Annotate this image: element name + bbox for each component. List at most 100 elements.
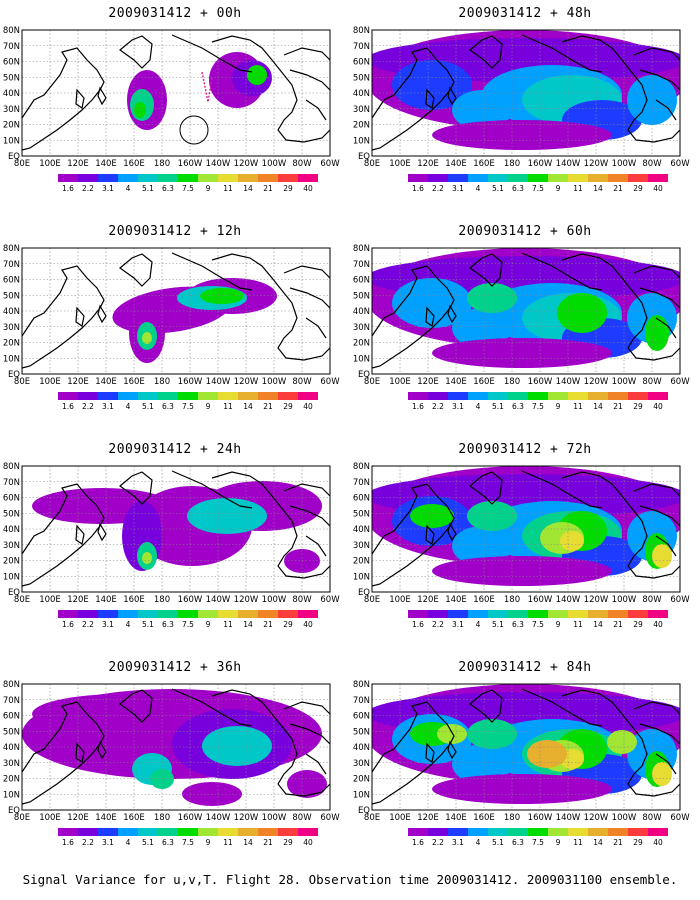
colorbar-label: 3.1 bbox=[102, 620, 114, 629]
colorbar-swatch bbox=[78, 828, 98, 836]
colorbar-swatch bbox=[218, 828, 238, 836]
lat-label: 50N bbox=[353, 73, 370, 83]
lon-label: 120E bbox=[417, 377, 439, 387]
coastline bbox=[289, 723, 331, 745]
colorbar-label: 5.1 bbox=[142, 402, 154, 411]
colorbar-label: 14 bbox=[243, 620, 253, 629]
colorbar-label: 9 bbox=[556, 838, 561, 847]
lat-label: 70N bbox=[3, 696, 20, 706]
variance-blob bbox=[392, 60, 472, 110]
colorbar-label: 21 bbox=[263, 838, 273, 847]
colorbar-label: 5.1 bbox=[142, 838, 154, 847]
coastline bbox=[447, 86, 457, 106]
lon-label: 80W bbox=[292, 159, 312, 169]
lat-label: 10N bbox=[3, 354, 20, 364]
colorbar-label: 1.6 bbox=[412, 402, 424, 411]
coastline bbox=[97, 304, 107, 324]
colorbar-swatch bbox=[178, 828, 198, 836]
lon-label: 60W bbox=[670, 595, 690, 605]
colorbar-swatch bbox=[118, 828, 138, 836]
lat-label: 70N bbox=[353, 42, 370, 52]
lon-label: 100W bbox=[262, 377, 287, 387]
lat-label: 20N bbox=[3, 557, 20, 567]
colorbar-swatch bbox=[138, 828, 158, 836]
lat-label: 80N bbox=[353, 26, 370, 36]
map-panel-6: 2009031412 + 36h 80N 70N 60N 50N 40N 30N 20N 10N… bbox=[0, 654, 350, 872]
lon-label: 160E bbox=[123, 159, 145, 169]
lon-label: 120W bbox=[234, 595, 259, 605]
colorbar-swatch bbox=[158, 610, 178, 618]
colorbar-label: 7.5 bbox=[182, 402, 194, 411]
colorbar-label: 6.3 bbox=[162, 838, 174, 847]
colorbar-label: 9 bbox=[206, 402, 211, 411]
coastlines bbox=[371, 252, 681, 369]
colorbar-label: 6.3 bbox=[512, 402, 524, 411]
coastline bbox=[633, 265, 681, 279]
lat-label: 20N bbox=[353, 339, 370, 349]
lat-label: 60N bbox=[3, 712, 20, 722]
coastline bbox=[289, 287, 331, 309]
coastline bbox=[97, 740, 107, 760]
coastline bbox=[119, 471, 153, 505]
lon-label: 140W bbox=[206, 377, 231, 387]
variance-blob bbox=[134, 102, 146, 118]
colorbar-swatch bbox=[508, 828, 528, 836]
variance-blob bbox=[652, 762, 672, 786]
colorbar-label: 4 bbox=[476, 838, 481, 847]
colorbar-swatch bbox=[528, 828, 548, 836]
colorbar-swatch bbox=[98, 174, 118, 182]
lon-label: 140W bbox=[206, 159, 231, 169]
coastline bbox=[447, 740, 457, 760]
panel-title: 2009031412 + 00h bbox=[108, 6, 242, 21]
colorbar-swatch bbox=[118, 610, 138, 618]
colorbar-swatch bbox=[588, 828, 608, 836]
colorbar: 1.6 2.2 3.1 4 5.1 6.3 7.5 9 11 14 21 29 40 bbox=[58, 392, 318, 411]
lat-label: 10N bbox=[3, 790, 20, 800]
colorbar-swatch bbox=[648, 828, 668, 836]
lat-label: 50N bbox=[3, 291, 20, 301]
colorbar-swatch bbox=[608, 174, 628, 182]
lon-label: 80E bbox=[14, 813, 30, 823]
colorbar-swatch bbox=[548, 174, 568, 182]
coastlines bbox=[21, 252, 331, 369]
variance-blob bbox=[142, 332, 152, 344]
coastline bbox=[211, 253, 331, 361]
colorbar-swatch bbox=[488, 392, 508, 400]
lon-label: 100W bbox=[612, 377, 637, 387]
lon-label: 120E bbox=[417, 813, 439, 823]
lat-label: 50N bbox=[3, 727, 20, 737]
coastline bbox=[521, 470, 603, 509]
coastline bbox=[97, 86, 107, 106]
lat-label: 40N bbox=[3, 525, 20, 535]
lat-label: EQ bbox=[8, 806, 20, 816]
variance-blob bbox=[410, 504, 454, 528]
coastline bbox=[561, 689, 681, 797]
lon-label: 80E bbox=[364, 595, 380, 605]
lon-label: 140E bbox=[445, 595, 467, 605]
coastline bbox=[425, 742, 435, 763]
panel-title: 2009031412 + 48h bbox=[458, 6, 592, 21]
lon-label: 140W bbox=[556, 595, 581, 605]
variance-field bbox=[372, 466, 680, 586]
lat-label: 60N bbox=[3, 276, 20, 286]
lon-label: 160W bbox=[528, 813, 553, 823]
lon-label: 80W bbox=[292, 595, 312, 605]
lon-label: 100W bbox=[262, 595, 287, 605]
lat-label: 50N bbox=[3, 73, 20, 83]
colorbar-label: 14 bbox=[243, 402, 253, 411]
colorbar-label: 21 bbox=[263, 620, 273, 629]
panel-title: 2009031412 + 24h bbox=[108, 442, 242, 457]
colorbar-swatch bbox=[588, 392, 608, 400]
colorbar-swatch bbox=[428, 828, 448, 836]
lat-label: 40N bbox=[353, 525, 370, 535]
lat-label: 50N bbox=[3, 509, 20, 519]
coastline bbox=[283, 265, 331, 279]
lat-label: 30N bbox=[3, 541, 20, 551]
colorbar-swatch bbox=[588, 174, 608, 182]
colorbar-label: 5.1 bbox=[492, 620, 504, 629]
colorbar-label: 2.2 bbox=[82, 620, 94, 629]
colorbar-label: 11 bbox=[573, 838, 583, 847]
lat-label: EQ bbox=[358, 806, 370, 816]
colorbar-swatch bbox=[488, 174, 508, 182]
colorbar-swatch bbox=[298, 392, 318, 400]
